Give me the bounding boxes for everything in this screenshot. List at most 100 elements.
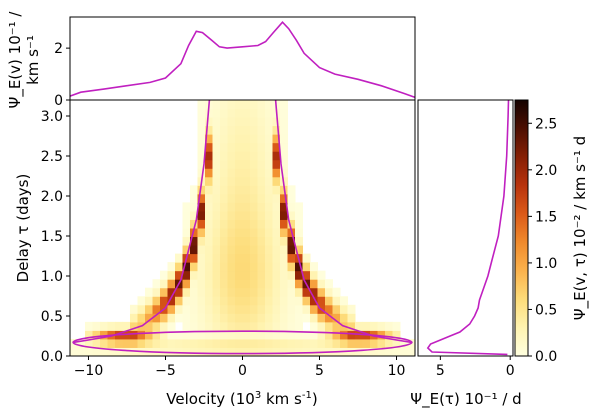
heatmap-cell: [280, 219, 288, 229]
heatmap-cell: [355, 321, 363, 331]
heatmap-cell: [145, 321, 153, 331]
heatmap-cell: [257, 202, 266, 212]
heatmap-cell: [227, 159, 236, 169]
heatmap-cell: [100, 330, 108, 340]
heatmap-cell: [287, 313, 296, 323]
heatmap-cell: [122, 347, 131, 356]
heatmap-cell: [175, 253, 183, 263]
heatmap-cell: [227, 108, 236, 118]
heatmap-cell: [250, 117, 258, 127]
heatmap-cell: [340, 296, 348, 306]
heatmap-cell: [272, 304, 281, 314]
y-tick-label: 1.0: [41, 269, 63, 285]
heatmap-cell: [340, 338, 348, 348]
heatmap-cell: [182, 279, 191, 289]
colorbar-gradient: [515, 100, 528, 356]
heatmap-cell: [265, 270, 273, 280]
heatmap-cell: [295, 330, 303, 340]
heatmap-cell: [280, 142, 288, 152]
heatmap-cell: [220, 193, 228, 203]
heatmap-cell: [280, 245, 288, 255]
heatmap-cell: [310, 296, 318, 306]
heatmap-cell: [160, 279, 168, 289]
heatmap-cell: [205, 168, 213, 178]
heatmap-cell: [272, 159, 281, 169]
heatmap-cell: [400, 347, 408, 356]
heatmap-cell: [205, 262, 213, 272]
heatmap-cell: [130, 304, 138, 314]
heatmap-cell: [167, 287, 176, 297]
heatmap-cell: [317, 313, 326, 323]
heatmap-cell: [287, 287, 296, 297]
heatmap-cell: [250, 279, 258, 289]
heatmap-cell: [325, 338, 333, 348]
heatmap-cell: [197, 347, 206, 356]
heatmap-cell: [145, 338, 153, 348]
y-tick-label: 1.5: [41, 229, 63, 245]
heatmap-cell: [77, 338, 86, 348]
heatmap-cell: [220, 228, 228, 238]
heatmap-cell: [227, 125, 236, 135]
heatmap-cell: [227, 117, 236, 127]
heatmap-cell: [287, 270, 296, 280]
heatmap-cell: [167, 270, 176, 280]
heatmap-cell: [235, 117, 243, 127]
y-tick-label: 0.0: [41, 349, 63, 365]
heatmap-cell: [272, 142, 281, 152]
heatmap-cell: [242, 236, 251, 246]
heatmap-cell: [160, 330, 168, 340]
colorbar-label: Ψ_E(v, τ) 10⁻² / km s⁻¹ d: [571, 136, 590, 320]
heatmap-cell: [175, 287, 183, 297]
heatmap-cell: [242, 202, 251, 212]
heatmap-cell: [250, 228, 258, 238]
heatmap-cell: [280, 193, 288, 203]
heatmap-cell: [272, 151, 281, 161]
heatmap-cell: [325, 313, 333, 323]
colorbar-tick-label: 2.5: [535, 116, 557, 132]
heatmap-cell: [107, 347, 116, 356]
heatmap-cell: [295, 304, 303, 314]
heatmap-cell: [100, 321, 108, 331]
heatmap-cell: [340, 330, 348, 340]
heatmap-cell: [227, 176, 236, 186]
heatmap-cell: [190, 210, 198, 220]
heatmap-cell: [197, 304, 206, 314]
heatmap-cell: [145, 296, 153, 306]
ellipse-curve: [72, 330, 413, 355]
heatmap-cell: [257, 253, 266, 263]
heatmap-cell: [287, 253, 296, 263]
heatmap-cell: [250, 313, 258, 323]
heatmap-cell: [242, 185, 251, 195]
heatmap-cell: [235, 142, 243, 152]
heatmap-cell: [257, 117, 266, 127]
heatmap-cell: [250, 236, 258, 246]
heatmap-cell: [407, 347, 415, 356]
heatmap-cell: [235, 313, 243, 323]
heatmap-cell: [235, 193, 243, 203]
heatmap-cell: [317, 279, 326, 289]
heatmap-cell: [212, 270, 221, 280]
heatmap-cell: [280, 253, 288, 263]
heatmap-cell: [295, 262, 303, 272]
heatmap-y-ticks: 0.0 0.5 1.0 1.5 2.0 2.5 3.0: [41, 109, 70, 365]
heatmap-cell: [92, 338, 101, 348]
heatmap-cell: [167, 296, 176, 306]
heatmap-cell: [257, 262, 266, 272]
heatmap-cell: [310, 270, 318, 280]
heatmap-cell: [287, 193, 296, 203]
heatmap-cell: [265, 236, 273, 246]
heatmap-cell: [182, 313, 191, 323]
heatmap-cell: [265, 296, 273, 306]
heatmap-cell: [272, 338, 281, 348]
heatmap-cell: [325, 279, 333, 289]
heatmap-cell: [362, 347, 371, 356]
heatmap-cell: [242, 338, 251, 348]
heatmap-cell: [152, 279, 161, 289]
heatmap-cell: [107, 338, 116, 348]
heatmap-cell: [182, 330, 191, 340]
heatmap-cell: [107, 321, 116, 331]
heatmap-cell: [280, 125, 288, 135]
heatmap-cell: [167, 321, 176, 331]
heatmap-cell: [220, 219, 228, 229]
